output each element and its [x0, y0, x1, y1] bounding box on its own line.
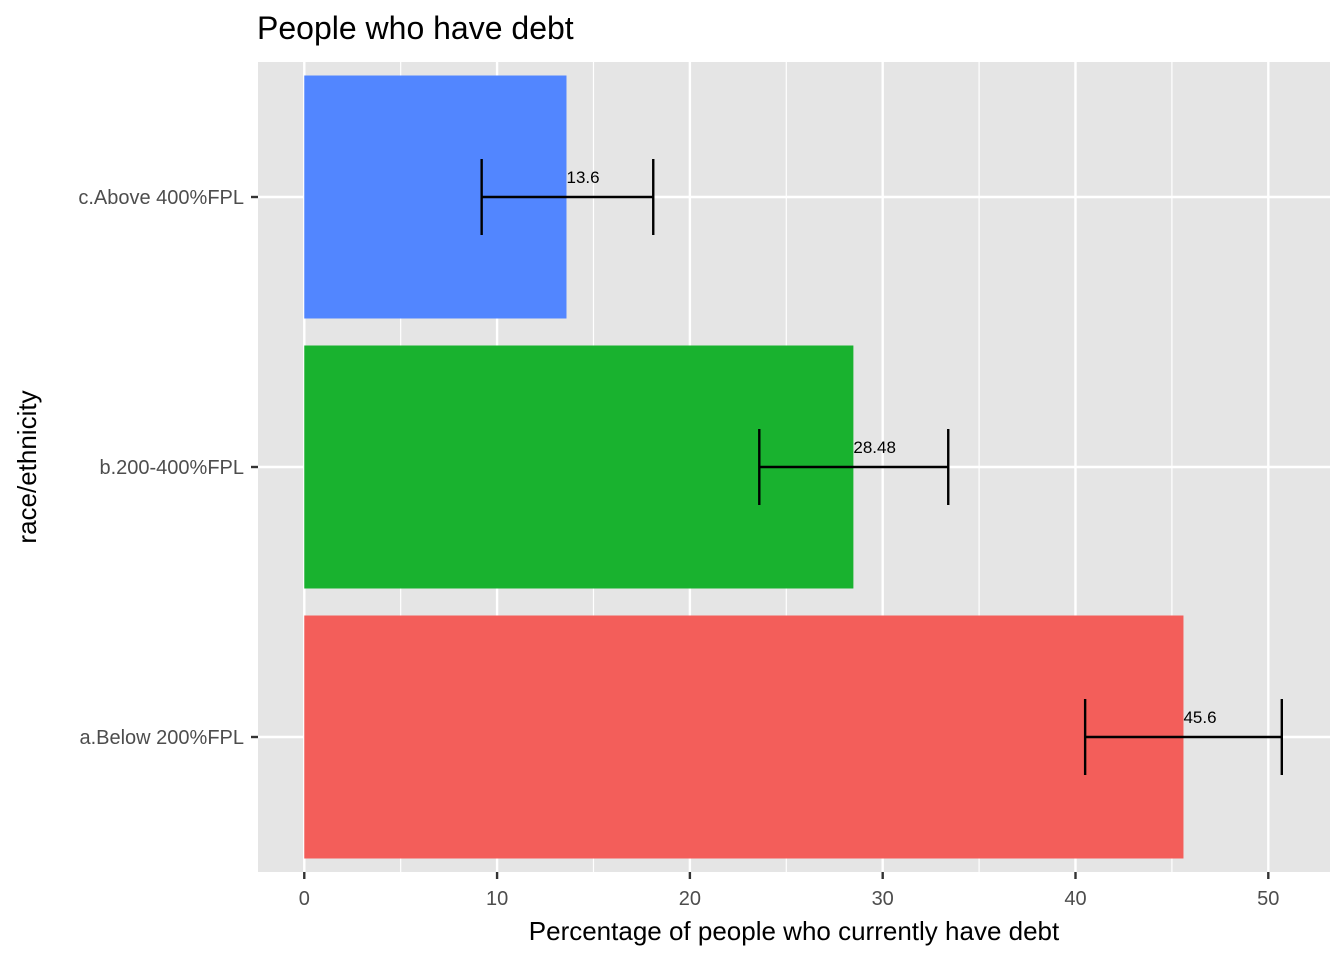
chart-title: People who have debt [257, 10, 574, 46]
error-bars [480, 159, 1283, 775]
data-labels: 45.6 28.48 13.6 [566, 168, 1216, 727]
x-tick-label: 0 [299, 888, 310, 910]
y-tick-label: c.Above 400%FPL [78, 187, 244, 209]
x-tick-label: 40 [1064, 888, 1086, 910]
y-axis: a.Below 200%FPL b.200-400%FPL c.Above 400%… [78, 187, 258, 749]
x-tick-label: 20 [679, 888, 701, 910]
data-label: 28.48 [853, 438, 896, 457]
bars [304, 75, 1184, 859]
x-axis-title: Percentage of people who currently have … [529, 916, 1060, 946]
y-axis-title: race/ethnicity [12, 390, 42, 543]
data-label: 45.6 [1183, 708, 1216, 727]
x-tick-label: 30 [872, 888, 894, 910]
y-tick-label: b.200-400%FPL [99, 457, 244, 479]
data-label: 13.6 [566, 168, 599, 187]
x-tick-label: 50 [1257, 888, 1279, 910]
y-tick-label: a.Below 200%FPL [79, 727, 244, 749]
x-tick-label: 10 [486, 888, 508, 910]
bar-1 [304, 615, 1184, 859]
x-axis: 0 10 20 30 40 50 [299, 872, 1279, 910]
